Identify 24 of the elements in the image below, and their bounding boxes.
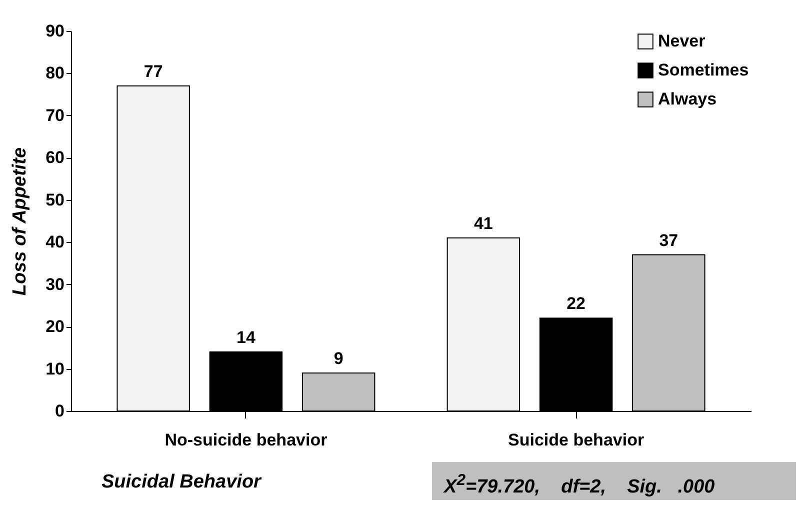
y-tick-label: 50 [46,190,64,210]
y-axis-title: Loss of Appetite [10,147,31,296]
data-label: 22 [566,294,586,314]
x-tick-label: No-suicide behavior [164,430,328,450]
x-tick-label: Suicide behavior [508,430,644,450]
y-tick-label: 70 [46,106,64,125]
y-tick-label: 40 [46,232,64,252]
text: X$^{2}$=79.720, df=2, Sig. .000 [432,462,796,500]
y-tick-label: 90 [46,22,64,40]
y-tick-label: 80 [46,64,64,83]
data-label: 9 [334,349,344,368]
y-tick-label: 60 [46,148,64,168]
legend-label: Sometimes [658,60,749,80]
legend-label: Always [658,90,717,108]
legend-label: Never [658,32,706,50]
x-axis-title: Suicidal Behavior [102,472,263,492]
data-label: 41 [474,214,493,233]
data-label: 14 [236,328,256,347]
data-label: 77 [144,62,163,81]
y-tick-label: 20 [46,317,64,336]
y-tick-label: 0 [55,402,64,420]
data-label: 37 [659,230,678,250]
y-tick-label: 30 [46,274,64,294]
y-tick-label: 10 [46,359,64,378]
